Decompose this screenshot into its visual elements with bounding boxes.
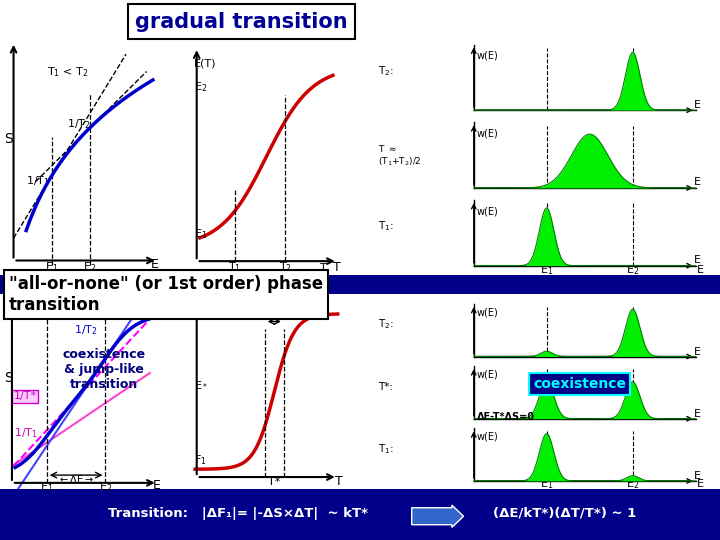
Text: (T$_1$+T$_2$)/2: (T$_1$+T$_2$)/2 — [378, 156, 421, 168]
Text: 1/T$_2$: 1/T$_2$ — [68, 117, 91, 131]
Text: E$_2$: E$_2$ — [99, 481, 112, 495]
Text: T$_1$:: T$_1$: — [378, 442, 394, 456]
Text: F$_1$: F$_1$ — [194, 454, 206, 467]
Text: ΔE-T*ΔS=0: ΔE-T*ΔS=0 — [477, 411, 535, 422]
Text: E: E — [694, 347, 701, 356]
Text: gradual transition: gradual transition — [135, 11, 348, 32]
Text: w(E): w(E) — [477, 308, 499, 318]
Text: (ΔE/kT*)(ΔT/T*) ~ 1: (ΔE/kT*)(ΔT/T*) ~ 1 — [493, 507, 636, 519]
Text: coexistence: coexistence — [534, 377, 626, 391]
Text: $\leftarrow\Delta$T$\rightarrow$: $\leftarrow\Delta$T$\rightarrow$ — [256, 303, 292, 316]
Text: T: T — [320, 262, 327, 273]
Text: coexistence
& jump-like
transition: coexistence & jump-like transition — [63, 348, 146, 392]
Text: T*: T* — [268, 477, 281, 487]
Text: E$_2$: E$_2$ — [626, 263, 639, 277]
Text: E(T): E(T) — [194, 308, 216, 318]
Text: E$_2$: E$_2$ — [626, 477, 639, 490]
Text: T$_2$: T$_2$ — [279, 261, 292, 274]
Text: E: E — [694, 178, 701, 187]
Text: 1/T$_2$: 1/T$_2$ — [73, 323, 98, 337]
Text: 1/T$_1$: 1/T$_1$ — [26, 174, 50, 188]
Text: $\leftarrow\Delta$E$\rightarrow$: $\leftarrow\Delta$E$\rightarrow$ — [58, 473, 94, 485]
Text: E$_1$: E$_1$ — [194, 227, 207, 241]
Text: T$_2$:: T$_2$: — [378, 64, 394, 78]
Text: T: T — [333, 261, 341, 274]
Text: T $\approx$: T $\approx$ — [378, 143, 397, 154]
Text: E: E — [153, 478, 161, 492]
Text: T: T — [335, 475, 342, 488]
FancyArrow shape — [412, 505, 464, 528]
Text: 1/T$_1$: 1/T$_1$ — [14, 426, 37, 440]
Text: E$_*$: E$_*$ — [194, 380, 208, 390]
Text: E: E — [150, 258, 158, 271]
Text: E$_1$: E$_1$ — [45, 260, 58, 274]
Text: E(T): E(T) — [194, 58, 216, 69]
Text: T*:: T*: — [378, 382, 392, 392]
Text: T$_1$:: T$_1$: — [378, 220, 394, 233]
Text: E: E — [694, 471, 701, 481]
Text: "all-or-none" (or 1st order) phase
transition: "all-or-none" (or 1st order) phase trans… — [9, 275, 323, 314]
Text: E$_2$: E$_2$ — [83, 260, 96, 274]
Text: E$_1$: E$_1$ — [40, 481, 53, 495]
Text: T$_1$ < T$_2$: T$_1$ < T$_2$ — [47, 65, 89, 79]
Text: w(E): w(E) — [477, 129, 499, 139]
Text: S: S — [4, 132, 13, 146]
Text: E$_2$: E$_2$ — [194, 80, 207, 94]
Text: E: E — [697, 265, 704, 275]
Text: w(E): w(E) — [477, 206, 499, 217]
Text: S: S — [4, 371, 13, 385]
Text: w(E): w(E) — [477, 432, 499, 442]
Text: w(E): w(E) — [477, 370, 499, 380]
Text: w(E): w(E) — [477, 51, 499, 61]
Text: E: E — [697, 479, 704, 489]
Text: E$_1$: E$_1$ — [540, 477, 553, 490]
Text: T$_1$: T$_1$ — [228, 261, 241, 274]
Text: 1/T*: 1/T* — [14, 392, 37, 401]
Text: E: E — [694, 409, 701, 419]
Text: Transition:   |ΔF₁|= |-ΔS×ΔT|  ~ kT*: Transition: |ΔF₁|= |-ΔS×ΔT| ~ kT* — [108, 507, 368, 519]
Text: T$_2$:: T$_2$: — [378, 318, 394, 332]
Text: E: E — [694, 100, 701, 110]
Text: E: E — [694, 255, 701, 265]
Text: E$_1$: E$_1$ — [540, 263, 553, 277]
